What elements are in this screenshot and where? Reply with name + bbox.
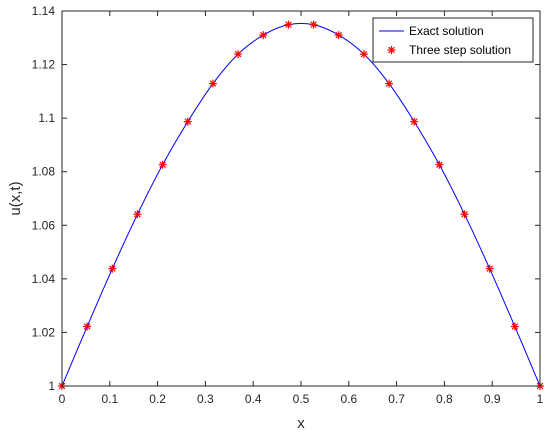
y-tick-label: 1.1 bbox=[38, 111, 55, 125]
x-tick-label: 0.2 bbox=[149, 392, 166, 406]
x-tick-label: 1 bbox=[537, 392, 544, 406]
y-axis-label: u(x,t) bbox=[7, 181, 24, 215]
x-tick-label: 0.7 bbox=[388, 392, 405, 406]
data-point-three-step bbox=[284, 20, 293, 29]
data-point-three-step bbox=[158, 160, 167, 169]
x-tick-label: 0.8 bbox=[436, 392, 453, 406]
data-point-three-step bbox=[133, 210, 142, 219]
x-axis-label: x bbox=[297, 415, 305, 432]
data-point-three-step bbox=[435, 160, 444, 169]
legend-entry-exact: Exact solution bbox=[409, 24, 484, 38]
x-tick-label: 0.6 bbox=[340, 392, 357, 406]
data-point-three-step bbox=[410, 117, 419, 126]
y-tick-label: 1.06 bbox=[32, 218, 56, 232]
data-point-three-step bbox=[259, 31, 268, 40]
x-tick-label: 0 bbox=[59, 392, 66, 406]
data-point-three-step bbox=[334, 31, 343, 40]
legend-box bbox=[372, 17, 534, 63]
data-point-three-step bbox=[359, 50, 368, 59]
data-point-three-step bbox=[208, 79, 217, 88]
plot-frame bbox=[61, 10, 541, 387]
legend-asterisk-marker bbox=[387, 46, 396, 54]
x-tick-label: 0.4 bbox=[245, 392, 262, 406]
y-tick-label: 1.12 bbox=[32, 58, 56, 72]
data-point-three-step bbox=[510, 322, 519, 331]
data-point-three-step bbox=[183, 117, 192, 126]
data-point-three-step bbox=[460, 210, 469, 219]
data-point-three-step bbox=[309, 20, 318, 29]
legend: Exact solution Three step solution bbox=[372, 17, 534, 63]
x-tick-label: 0.9 bbox=[484, 392, 501, 406]
y-tick-label: 1.08 bbox=[32, 165, 56, 179]
data-point-three-step bbox=[234, 50, 243, 59]
y-tick-label: 1.04 bbox=[32, 272, 56, 286]
x-tick-label: 0.5 bbox=[293, 392, 310, 406]
y-tick-label: 1.14 bbox=[32, 4, 56, 18]
data-point-three-step bbox=[108, 264, 117, 273]
data-point-three-step bbox=[83, 322, 92, 331]
legend-marker-shape bbox=[387, 46, 396, 54]
plot-area bbox=[62, 11, 540, 386]
data-point-three-step bbox=[385, 79, 394, 88]
legend-entry-three-step: Three step solution bbox=[409, 43, 511, 57]
y-tick-label: 1 bbox=[48, 379, 55, 393]
y-tick-label: 1.02 bbox=[32, 325, 56, 339]
x-tick-label: 0.3 bbox=[197, 392, 214, 406]
data-point-three-step bbox=[485, 264, 494, 273]
x-tick-label: 0.1 bbox=[101, 392, 118, 406]
